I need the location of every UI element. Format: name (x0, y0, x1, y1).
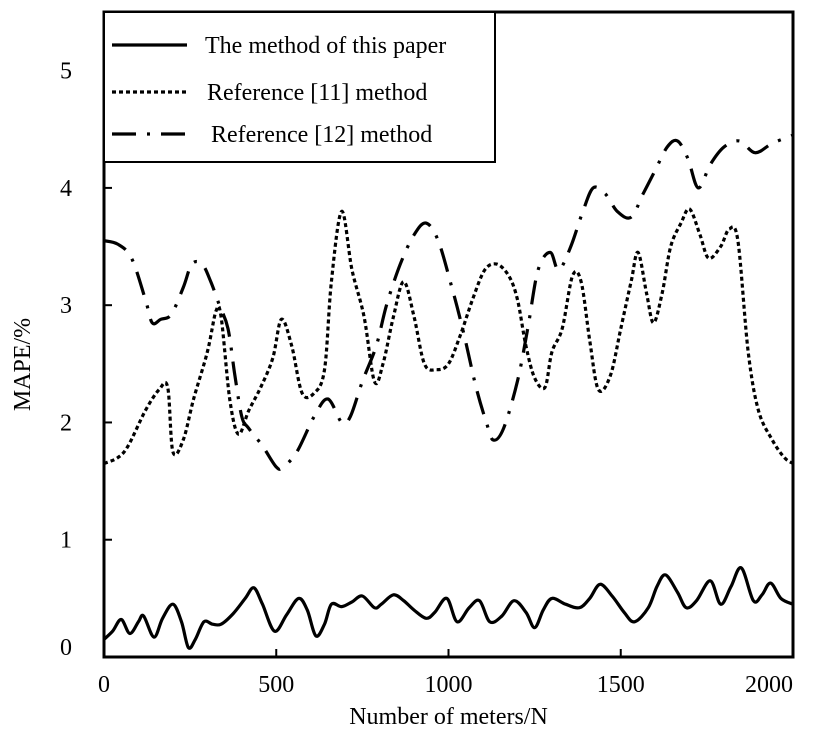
y-axis-title: MAPE/% (10, 318, 36, 411)
y-tick-label: 3 (60, 293, 72, 319)
series-group (104, 133, 793, 650)
series-line-2 (104, 207, 793, 465)
y-tick-label: 2 (60, 410, 72, 436)
legend-label-3: Reference [12] method (211, 122, 432, 148)
ticks-layer: 0 500 1000 1500 2000 0 1 2 3 4 5 (60, 59, 794, 698)
plot-layer (104, 133, 793, 650)
legend-box (103, 11, 496, 163)
legend: The method of this paper Reference [11] m… (103, 11, 496, 163)
legend-label-2: Reference [11] method (207, 80, 427, 106)
series-line-1 (104, 566, 793, 650)
series-line-3 (104, 133, 793, 471)
x-tick-label: 1000 (425, 672, 473, 698)
y-tick-label: 0 (60, 635, 72, 661)
y-tick-label: 1 (60, 528, 72, 554)
x-tick-label: 2000 (745, 672, 793, 698)
legend-label-1: The method of this paper (205, 33, 446, 59)
x-tick-label: 1500 (597, 672, 645, 698)
x-tick-label: 0 (98, 672, 110, 698)
x-axis-title: Number of meters/N (349, 704, 548, 730)
y-tick-label: 4 (60, 176, 72, 202)
y-tick-label: 5 (60, 59, 72, 85)
x-tick-label: 500 (258, 672, 294, 698)
